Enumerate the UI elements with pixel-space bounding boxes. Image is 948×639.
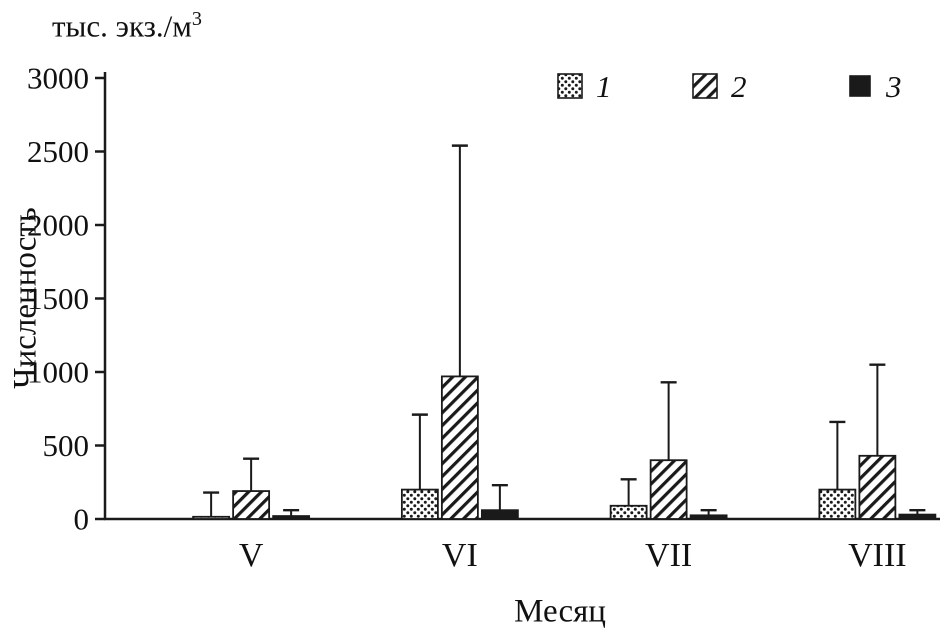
x-category-label-VII: VII	[645, 537, 692, 574]
legend-item-2: 2	[692, 68, 747, 104]
legend-item-3: 3	[847, 68, 902, 104]
y-tick-label-500: 500	[43, 428, 90, 463]
y-axis-title: Численность	[7, 207, 44, 389]
bar-series2-VIII	[858, 454, 897, 520]
y-tick-label-0: 0	[74, 502, 90, 537]
units-superscript: 3	[191, 8, 202, 30]
legend-swatch-dotted	[557, 73, 583, 99]
x-category-label-VI: VI	[442, 537, 478, 574]
bar-series1-VIII	[818, 488, 857, 520]
bar-series3-VIII	[898, 513, 937, 520]
units-text: тыс. экз./м	[52, 8, 192, 44]
legend-label-1: 1	[596, 68, 612, 104]
bar-series1-V	[192, 515, 231, 520]
y-tick-label-3000: 3000	[27, 61, 89, 96]
bar-series1-VI	[400, 488, 439, 520]
bar-series3-VI	[480, 509, 519, 520]
y-tick-label-2500: 2500	[27, 134, 89, 169]
bar-series3-V	[272, 515, 311, 520]
y-tick-label-2000: 2000	[27, 208, 89, 243]
y-tick-label-1500: 1500	[27, 281, 89, 316]
legend-item-1: 1	[557, 68, 612, 104]
bar-series2-VI	[440, 375, 479, 520]
legend-swatch-solid	[849, 75, 871, 97]
bar-series3-VII	[689, 514, 728, 520]
bar-series1-VII	[609, 504, 648, 520]
bar-series2-V	[232, 490, 271, 520]
legend-label-2: 2	[731, 68, 747, 104]
x-axis-title: Месяц	[514, 593, 606, 630]
legend-label-3: 3	[886, 68, 902, 104]
bar-series2-VII	[649, 459, 688, 520]
x-category-label-V: V	[239, 537, 264, 574]
x-category-label-VIII: VIII	[848, 537, 907, 574]
y-tick-label-1000: 1000	[27, 355, 89, 390]
y-axis-units-label: тыс. экз./м3	[52, 8, 202, 44]
legend-swatch-diagonal-hatch	[692, 73, 718, 99]
